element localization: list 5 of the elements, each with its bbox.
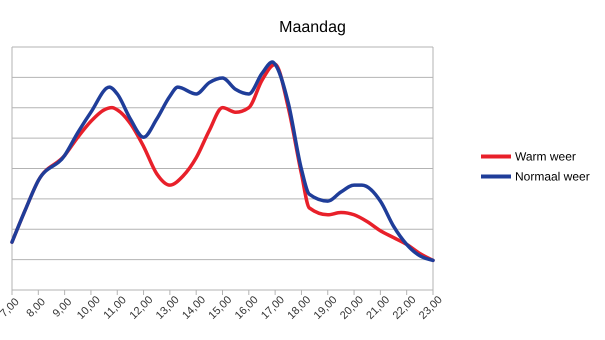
x-tick-label: 9,00 — [50, 296, 74, 320]
chart-title: Maandag — [279, 19, 346, 36]
legend-label: Warm weer — [515, 150, 576, 164]
x-tick-label: 8,00 — [24, 296, 48, 320]
legend-label: Normaal weer — [515, 170, 590, 184]
